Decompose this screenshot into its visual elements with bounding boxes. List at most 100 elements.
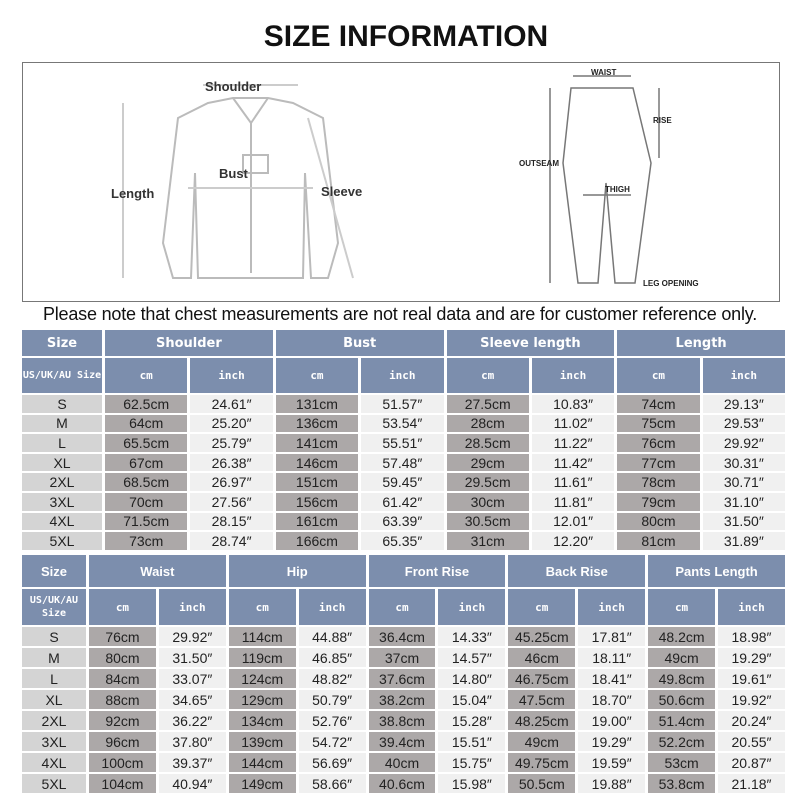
size-header: Size: [22, 330, 102, 356]
cm-cell: 46cm: [508, 648, 576, 667]
size-cell: S: [22, 395, 102, 413]
cm-cell: 38.8cm: [368, 711, 436, 730]
cm-cell: 131cm: [275, 395, 359, 413]
cm-cell: 53.8cm: [648, 774, 716, 793]
size-cell: XL: [22, 453, 102, 472]
cm-unit-header: cm: [648, 589, 716, 625]
cm-cell: 149cm: [228, 774, 296, 793]
cm-cell: 104cm: [89, 774, 156, 793]
size-cell: 2XL: [22, 473, 102, 491]
table-row: 4XL 100cm 39.37″ 144cm 56.69″ 40cm 15.75″ 49.75…: [22, 753, 785, 772]
shoulder-label: Shoulder: [205, 79, 261, 94]
cm-cell: 68.5cm: [105, 473, 188, 491]
inch-cell: 18.11″: [578, 648, 646, 667]
group-header: Shoulder: [105, 330, 273, 356]
cm-cell: 78cm: [617, 473, 700, 491]
inch-cell: 14.80″: [438, 669, 506, 688]
cm-cell: 65.5cm: [105, 434, 188, 452]
inch-cell: 31.50″: [158, 648, 226, 667]
inch-unit-header: inch: [158, 589, 226, 625]
size-cell: 4XL: [22, 753, 86, 772]
inch-cell: 15.04″: [438, 690, 506, 709]
size-cell: 5XL: [22, 774, 86, 793]
group-header: Sleeve length: [446, 330, 615, 356]
inch-cell: 20.87″: [718, 753, 785, 772]
cm-cell: 156cm: [275, 492, 359, 511]
cm-cell: 29.5cm: [446, 473, 529, 491]
inch-cell: 18.98″: [718, 627, 785, 646]
inch-cell: 15.51″: [438, 732, 506, 751]
cm-cell: 49cm: [648, 648, 716, 667]
inch-cell: 61.42″: [361, 492, 444, 511]
cm-cell: 75cm: [617, 414, 700, 433]
cm-cell: 79cm: [617, 492, 700, 511]
cm-cell: 52.2cm: [648, 732, 716, 751]
bottom-size-table: Size Waist Hip Front Rise Back Rise Pants Len…: [19, 553, 788, 795]
cm-unit-header: cm: [617, 358, 700, 393]
inch-cell: 21.18″: [718, 774, 785, 793]
group-header: Length: [617, 330, 785, 356]
cm-cell: 48.2cm: [648, 627, 716, 646]
inch-cell: 11.42″: [531, 453, 615, 472]
inch-cell: 10.83″: [531, 395, 615, 413]
cm-cell: 28cm: [446, 414, 529, 433]
cm-cell: 50.6cm: [648, 690, 716, 709]
inch-cell: 19.61″: [718, 669, 785, 688]
cm-cell: 141cm: [275, 434, 359, 452]
inch-cell: 39.37″: [158, 753, 226, 772]
cm-cell: 49.8cm: [648, 669, 716, 688]
cm-cell: 129cm: [228, 690, 296, 709]
cm-cell: 84cm: [89, 669, 156, 688]
inch-cell: 58.66″: [298, 774, 366, 793]
inch-cell: 44.88″: [298, 627, 366, 646]
inch-cell: 11.02″: [531, 414, 615, 433]
cm-cell: 31cm: [446, 532, 529, 550]
cm-cell: 36.4cm: [368, 627, 436, 646]
size-cell: M: [22, 648, 86, 667]
inch-cell: 15.28″: [438, 711, 506, 730]
inch-cell: 40.94″: [158, 774, 226, 793]
group-header: Back Rise: [508, 555, 646, 587]
inch-cell: 29.92″: [702, 434, 785, 452]
group-header: Hip: [228, 555, 366, 587]
cm-cell: 76cm: [89, 627, 156, 646]
cm-cell: 134cm: [228, 711, 296, 730]
inch-cell: 50.79″: [298, 690, 366, 709]
inch-cell: 11.81″: [531, 492, 615, 511]
leg-opening-label: LEG OPENING: [643, 279, 699, 288]
inch-cell: 19.92″: [718, 690, 785, 709]
table-row: XL 88cm 34.65″ 129cm 50.79″ 38.2cm 15.04″ 47.5c…: [22, 690, 785, 709]
cm-cell: 74cm: [617, 395, 700, 413]
cm-cell: 151cm: [275, 473, 359, 491]
inch-cell: 15.75″: [438, 753, 506, 772]
inch-cell: 20.55″: [718, 732, 785, 751]
inch-unit-header: inch: [702, 358, 785, 393]
size-cell: S: [22, 627, 86, 646]
table-row: M 64cm 25.20″ 136cm 53.54″ 28cm 11.02″ 75cm 29.5…: [22, 414, 785, 433]
size-header: Size: [22, 555, 86, 587]
inch-unit-header: inch: [438, 589, 506, 625]
cm-cell: 67cm: [105, 453, 188, 472]
size-cell: 3XL: [22, 732, 86, 751]
table-row: 5XL 104cm 40.94″ 149cm 58.66″ 40.6cm 15.98″ 50.…: [22, 774, 785, 793]
inch-cell: 65.35″: [361, 532, 444, 550]
cm-cell: 139cm: [228, 732, 296, 751]
table-row: 2XL 92cm 36.22″ 134cm 52.76″ 38.8cm 15.28″ 48.2…: [22, 711, 785, 730]
inch-cell: 18.70″: [578, 690, 646, 709]
top-size-table: Size Shoulder Bust Sleeve length Length US/UK…: [19, 328, 788, 552]
cm-cell: 124cm: [228, 669, 296, 688]
cm-cell: 64cm: [105, 414, 188, 433]
inch-cell: 46.85″: [298, 648, 366, 667]
cm-cell: 76cm: [617, 434, 700, 452]
group-header: Pants Length: [648, 555, 785, 587]
cm-unit-header: cm: [508, 589, 576, 625]
inch-cell: 29.13″: [702, 395, 785, 413]
table-row: 3XL 70cm 27.56″ 156cm 61.42″ 30cm 11.81″ 79cm 31…: [22, 492, 785, 511]
inch-cell: 14.33″: [438, 627, 506, 646]
size-cell: XL: [22, 690, 86, 709]
inch-cell: 11.22″: [531, 434, 615, 452]
cm-cell: 73cm: [105, 532, 188, 550]
inch-cell: 20.24″: [718, 711, 785, 730]
measurement-diagram: Shoulder Bust Length Sleeve WAIST RISE O…: [22, 62, 780, 302]
size-cell: 3XL: [22, 492, 102, 511]
